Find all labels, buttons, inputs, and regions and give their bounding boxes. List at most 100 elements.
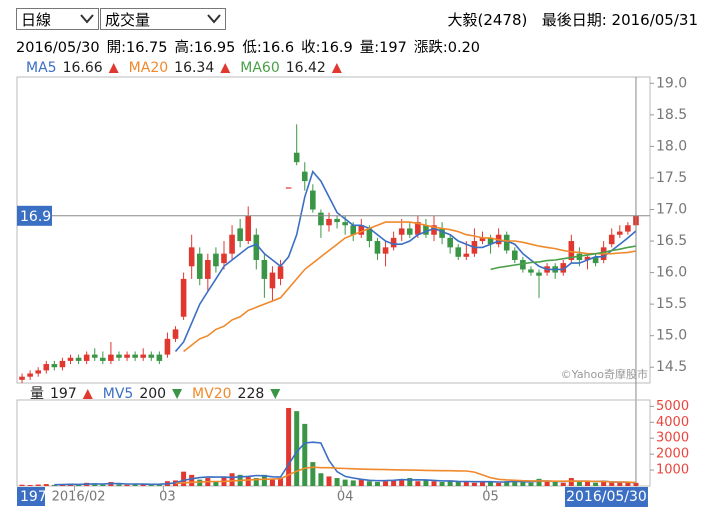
y-tick-label: 18.0 <box>656 138 687 154</box>
candle-body <box>455 247 462 257</box>
candle-body <box>43 364 50 371</box>
volume-bar <box>528 482 534 486</box>
stock-name: 大毅(2478) <box>447 11 528 29</box>
x-tick-label: 2016/02 <box>52 490 106 505</box>
candle-body <box>536 272 542 276</box>
candle-body <box>625 225 631 232</box>
volume-bar <box>552 482 558 486</box>
candle-body <box>91 354 98 358</box>
legend-value: 228 <box>238 386 265 402</box>
candle-body <box>75 357 82 361</box>
info-item: 高:16.95 <box>174 40 235 56</box>
candle-body <box>406 228 413 235</box>
candle-body <box>205 259 211 279</box>
period: 日線 <box>21 11 52 29</box>
indicator-select[interactable]: 成交量 <box>100 8 226 30</box>
volume-bar <box>407 478 413 486</box>
candle-body <box>180 278 187 317</box>
candle-body <box>479 237 486 242</box>
volume-bar <box>584 482 590 486</box>
cursor-value: 197 <box>20 489 47 505</box>
legend-value: 200 <box>139 386 166 402</box>
info-label: 高: <box>174 40 194 56</box>
candle-body <box>213 253 219 267</box>
volume-bar <box>374 482 380 486</box>
cursor-date: 2016/05/30 <box>566 489 647 505</box>
y-tick-label: 4000 <box>656 415 689 430</box>
candle-body <box>382 247 389 254</box>
volume-bar <box>463 482 469 486</box>
info-label: 漲跌: <box>413 40 448 56</box>
volume-bar <box>181 471 187 486</box>
candle-body <box>237 228 243 242</box>
candle-body <box>503 234 510 251</box>
volume-bar <box>520 482 526 486</box>
candle-body <box>261 259 268 279</box>
volume-bar <box>302 423 308 486</box>
volume-bar <box>100 484 106 486</box>
candle-body <box>269 272 276 289</box>
candle-body <box>253 234 260 260</box>
info-value: 16.75 <box>125 40 168 56</box>
y-tick-label: 5000 <box>656 399 689 414</box>
y-tick-label: 18.5 <box>656 107 687 123</box>
period-select[interactable]: 日線 <box>16 8 99 30</box>
candle-body <box>108 354 114 361</box>
cursor-price: 16.9 <box>20 209 51 225</box>
legend-value: 16.66 <box>63 60 103 76</box>
candle-body <box>19 376 25 380</box>
volume-bar <box>415 481 421 486</box>
line <box>490 245 637 271</box>
info-label: 低: <box>242 40 262 56</box>
volume-bar <box>358 479 364 486</box>
y-tick-label: 15.0 <box>656 328 687 344</box>
candle-body <box>431 225 437 235</box>
y-tick-label: 15.5 <box>656 296 687 312</box>
candle-body <box>560 263 567 273</box>
candle-body <box>148 354 155 358</box>
candle-body <box>342 222 348 226</box>
y-tick-label: 2000 <box>656 447 689 462</box>
volume-bar <box>148 484 154 486</box>
volume-bar <box>76 484 82 486</box>
candle-body <box>374 241 381 254</box>
volume-bar <box>536 478 542 486</box>
info-label: 量: <box>359 40 380 56</box>
volume-bar <box>43 484 49 486</box>
candle-body <box>172 329 179 339</box>
volume-bar <box>350 480 356 486</box>
candle-body <box>277 266 284 279</box>
y-tick-label: 19.0 <box>656 75 687 91</box>
candle-body <box>51 364 58 368</box>
candle-body <box>27 373 33 377</box>
volume-bar <box>455 481 461 486</box>
volume-bar <box>156 484 162 486</box>
candle-body <box>188 247 195 267</box>
candle-body <box>350 225 357 235</box>
volume-bar <box>269 479 275 486</box>
info-item: 收:16.9 <box>301 40 353 56</box>
trend-arrow <box>270 389 281 399</box>
volume-bar <box>35 484 41 486</box>
candle-body <box>592 256 599 264</box>
volume-bar <box>504 481 510 486</box>
candle-body <box>124 354 130 358</box>
candle-body <box>617 231 623 235</box>
legend-value: 16.42 <box>286 60 326 76</box>
candle-body <box>196 253 203 279</box>
candle-body <box>301 171 308 182</box>
x-tick-label: 05 <box>482 490 499 505</box>
volume-bar <box>294 411 300 486</box>
volume-bar <box>51 484 57 486</box>
x-tick-label: 03 <box>159 490 176 505</box>
volume-bar <box>278 478 284 486</box>
candle-body <box>318 212 324 226</box>
chevron <box>207 14 221 24</box>
candle-body <box>608 234 615 245</box>
info-value: 16.95 <box>193 40 236 56</box>
legend-name: MV5 <box>103 386 134 402</box>
chevron <box>80 14 94 24</box>
info-item: 低:16.6 <box>242 40 294 56</box>
volume-bar <box>261 474 267 486</box>
plot-frame <box>16 76 651 384</box>
